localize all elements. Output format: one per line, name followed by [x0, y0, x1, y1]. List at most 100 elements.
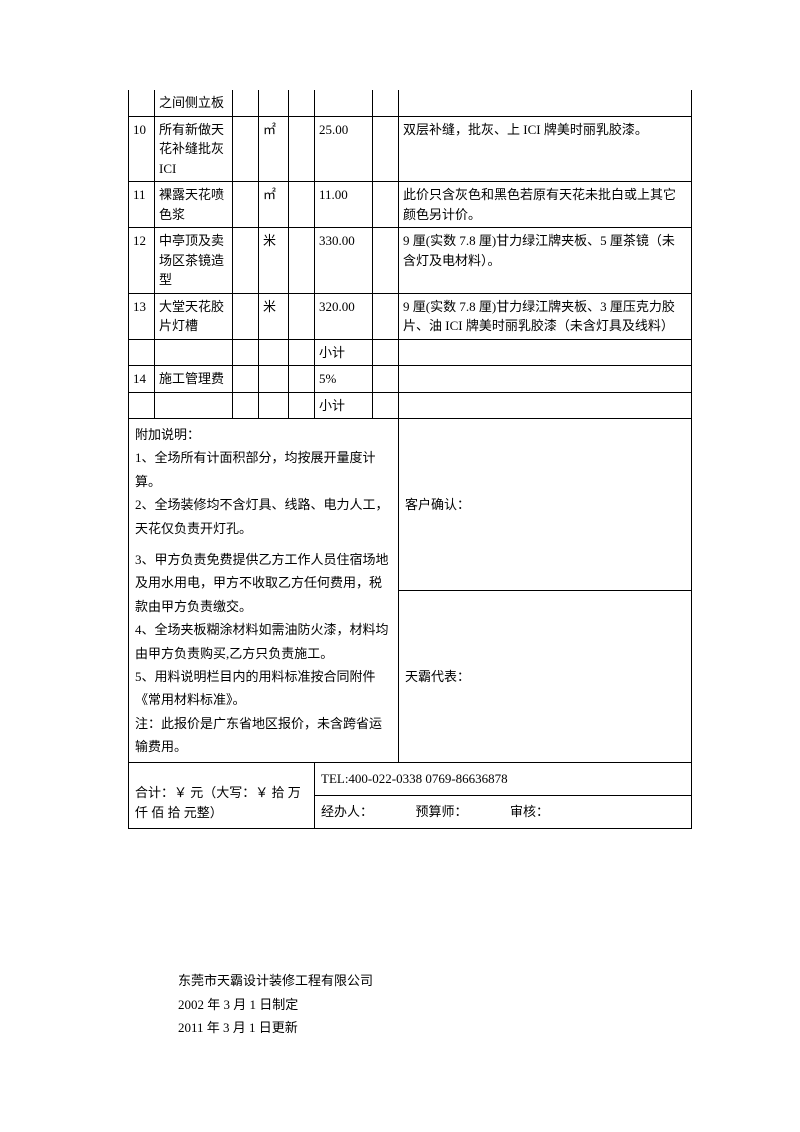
cell-q2: [289, 366, 315, 393]
total-left-cell: 合计：￥ 元（大写：￥ 拾 万 仟 佰 拾 元整）: [129, 763, 315, 829]
tianba-rep-cell: 天霸代表：: [399, 591, 692, 763]
notes-line: 2、全场装修均不含灯具、线路、电力人工，天花仅负责开灯孔。: [135, 493, 392, 540]
cell-num: [129, 90, 155, 116]
sign-shenhe: 审核：: [510, 804, 549, 819]
table-row: 10 所有新做天花补缝批灰 ICI ㎡ 25.00 双层补缝，批灰、上 ICI …: [129, 116, 692, 182]
cell-unit: 米: [259, 293, 289, 339]
cell-q3: [373, 90, 399, 116]
tel-cell: TEL:400-022-0338 0769-86636878: [315, 763, 692, 796]
cell-num: 13: [129, 293, 155, 339]
notes-left: 附加说明： 1、全场所有计面积部分，均按展开量度计算。 2、全场装修均不含灯具、…: [129, 419, 399, 763]
cell-q2: [289, 116, 315, 182]
notes-row: 附加说明： 1、全场所有计面积部分，均按展开量度计算。 2、全场装修均不含灯具、…: [129, 419, 692, 591]
customer-confirm-label: 客户确认：: [405, 497, 470, 512]
table-row: 小计: [129, 392, 692, 419]
notes-line: 3、甲方负责免费提供乙方工作人员住宿场地及用水用电，甲方不收取乙方任何费用，税款…: [135, 548, 392, 618]
cell-price: 330.00: [315, 228, 373, 294]
cell-num: 14: [129, 366, 155, 393]
cell-q1: [233, 228, 259, 294]
cell-desc: 此价只含灰色和黑色若原有天花未批白或上其它颜色另计价。: [399, 182, 692, 228]
notes-line: [135, 540, 392, 548]
customer-confirm-cell: 客户确认：: [399, 419, 692, 591]
cell-desc: 双层补缝，批灰、上 ICI 牌美时丽乳胶漆。: [399, 116, 692, 182]
cell-q2: [289, 228, 315, 294]
table-row: 11 裸露天花喷色浆 ㎡ 11.00 此价只含灰色和黑色若原有天花未批白或上其它…: [129, 182, 692, 228]
cell-q2: [289, 90, 315, 116]
table-row: 14 施工管理费 5%: [129, 366, 692, 393]
cell-price: [315, 90, 373, 116]
cell-price: 320.00: [315, 293, 373, 339]
notes-line: 5、用料说明栏目内的用料标准按合同附件《常用材料标准》。: [135, 665, 392, 712]
notes-title: 附加说明：: [135, 423, 392, 446]
cell-name: [155, 339, 233, 366]
cell-q1: [233, 293, 259, 339]
cell-unit: [259, 392, 289, 419]
cell-q2: [289, 182, 315, 228]
cell-q3: [373, 116, 399, 182]
cell-q1: [233, 392, 259, 419]
cell-q1: [233, 366, 259, 393]
cell-q2: [289, 339, 315, 366]
cell-q1: [233, 90, 259, 116]
footer-updated: 2011 年 3 月 1 日更新: [178, 1016, 692, 1039]
cell-name: 裸露天花喷色浆: [155, 182, 233, 228]
cell-q3: [373, 182, 399, 228]
cell-q3: [373, 339, 399, 366]
cell-desc: [399, 366, 692, 393]
cell-price: 25.00: [315, 116, 373, 182]
cell-unit: ㎡: [259, 116, 289, 182]
cell-name: 施工管理费: [155, 366, 233, 393]
total-text: 合计：￥ 元（大写：￥ 拾 万 仟 佰 拾 元整）: [135, 785, 301, 820]
cell-unit: ㎡: [259, 182, 289, 228]
notes-line: 1、全场所有计面积部分，均按展开量度计算。: [135, 446, 392, 493]
cell-num: [129, 339, 155, 366]
cell-name: 所有新做天花补缝批灰 ICI: [155, 116, 233, 182]
cell-q3: [373, 392, 399, 419]
cell-desc: [399, 339, 692, 366]
cell-price: 小计: [315, 339, 373, 366]
cell-q3: [373, 366, 399, 393]
cell-price: 11.00: [315, 182, 373, 228]
table-row: 13 大堂天花胶片灯槽 米 320.00 9 厘(实数 7.8 厘)甘力绿江牌夹…: [129, 293, 692, 339]
cell-unit: [259, 366, 289, 393]
cell-unit: [259, 90, 289, 116]
cell-q1: [233, 116, 259, 182]
sign-yusuan: 预算师：: [416, 804, 468, 819]
cell-num: 10: [129, 116, 155, 182]
cell-desc: 9 厘(实数 7.8 厘)甘力绿江牌夹板、5 厘茶镜（未含灯及电材料）。: [399, 228, 692, 294]
cell-num: 11: [129, 182, 155, 228]
cell-name: 之间侧立板: [155, 90, 233, 116]
cell-unit: 米: [259, 228, 289, 294]
tel-text: TEL:400-022-0338 0769-86636878: [321, 771, 508, 786]
cell-q2: [289, 392, 315, 419]
table-row: 小计: [129, 339, 692, 366]
total-row: 合计：￥ 元（大写：￥ 拾 万 仟 佰 拾 元整） TEL:400-022-03…: [129, 763, 692, 796]
table-row: 之间侧立板: [129, 90, 692, 116]
cell-name: 大堂天花胶片灯槽: [155, 293, 233, 339]
cell-price: 5%: [315, 366, 373, 393]
cell-q1: [233, 339, 259, 366]
cell-num: 12: [129, 228, 155, 294]
cell-desc: [399, 392, 692, 419]
cell-unit: [259, 339, 289, 366]
cell-desc: [399, 90, 692, 116]
sign-jingban: 经办人：: [321, 804, 373, 819]
notes-line: 注：此报价是广东省地区报价，未含跨省运输费用。: [135, 712, 392, 759]
sign-cell: 经办人： 预算师： 审核：: [315, 796, 692, 829]
footer-created: 2002 年 3 月 1 日制定: [178, 993, 692, 1016]
table-row: 12 中亭顶及卖场区茶镜造型 米 330.00 9 厘(实数 7.8 厘)甘力绿…: [129, 228, 692, 294]
cell-desc: 9 厘(实数 7.8 厘)甘力绿江牌夹板、3 厘压克力胶片、油 ICI 牌美时丽…: [399, 293, 692, 339]
budget-table: 之间侧立板 10 所有新做天花补缝批灰 ICI ㎡ 25.00 双层补缝，批灰、…: [128, 90, 692, 829]
cell-q1: [233, 182, 259, 228]
cell-name: [155, 392, 233, 419]
tianba-rep-label: 天霸代表：: [405, 669, 470, 684]
notes-line: 4、全场夹板糊涂材料如需油防火漆，材料均由甲方负责购买,乙方只负责施工。: [135, 618, 392, 665]
cell-q3: [373, 228, 399, 294]
cell-price: 小计: [315, 392, 373, 419]
cell-q3: [373, 293, 399, 339]
footer-block: 东莞市天霸设计装修工程有限公司 2002 年 3 月 1 日制定 2011 年 …: [178, 969, 692, 1039]
cell-num: [129, 392, 155, 419]
cell-q2: [289, 293, 315, 339]
footer-company: 东莞市天霸设计装修工程有限公司: [178, 969, 692, 992]
cell-name: 中亭顶及卖场区茶镜造型: [155, 228, 233, 294]
